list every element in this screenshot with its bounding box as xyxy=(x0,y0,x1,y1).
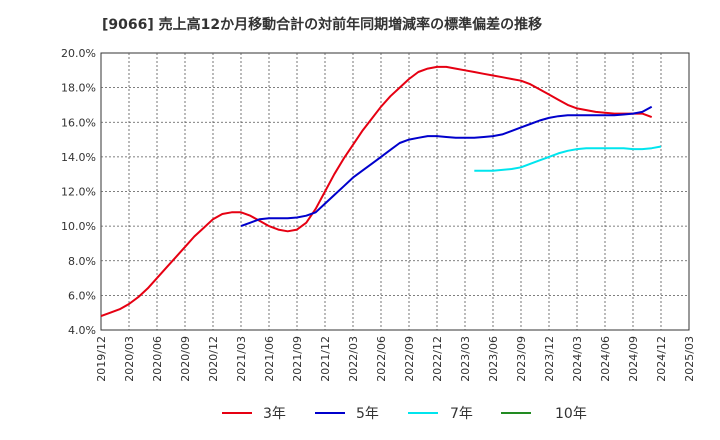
x-tick-label: 2020/09 xyxy=(179,336,192,382)
y-tick-label: 4.0% xyxy=(68,324,96,337)
x-tick-label: 2022/03 xyxy=(347,336,360,382)
y-tick-label: 16.0% xyxy=(61,116,96,129)
x-tick-label: 2025/03 xyxy=(683,336,696,382)
y-tick-label: 6.0% xyxy=(68,289,96,302)
x-tick-label: 2024/09 xyxy=(627,336,640,382)
y-tick-label: 20.0% xyxy=(61,47,96,60)
series-line xyxy=(240,105,653,228)
legend-label: 3年 xyxy=(263,406,286,422)
x-tick-label: 2020/12 xyxy=(207,336,220,382)
x-tick-label: 2023/06 xyxy=(487,336,500,382)
x-tick-label: 2020/03 xyxy=(123,336,136,382)
axes: 4.0% 6.0% 8.0% 10.0% 12.0% 14.0% 16.0% 18.0% 20.… xyxy=(61,47,696,382)
legend: 3年 5年 7年 10年 xyxy=(222,406,587,422)
series-line xyxy=(474,145,662,172)
x-tick-label: 2021/12 xyxy=(319,336,332,382)
x-tick-label: 2024/06 xyxy=(599,336,612,382)
series-line xyxy=(100,65,653,318)
x-tick-label: 2020/06 xyxy=(151,336,164,382)
x-tick-label: 2021/03 xyxy=(235,336,248,382)
x-tick-label: 2022/12 xyxy=(431,336,444,382)
x-tick-label: 2023/12 xyxy=(543,336,556,382)
legend-label: 10年 xyxy=(555,406,587,422)
legend-label: 5年 xyxy=(356,406,379,422)
x-tick-label: 2019/12 xyxy=(95,336,108,382)
y-tick-label: 14.0% xyxy=(61,151,96,164)
y-tick-label: 8.0% xyxy=(68,255,96,268)
legend-label: 7年 xyxy=(450,406,473,422)
x-tick-label: 2024/03 xyxy=(571,336,584,382)
chart-title: [9066] 売上高12か月移動合計の対前年同期増減率の標準偏差の推移 xyxy=(102,17,543,33)
x-tick-label: 2021/09 xyxy=(291,336,304,382)
x-tick-label: 2021/06 xyxy=(263,336,276,382)
y-tick-label: 12.0% xyxy=(61,186,96,199)
x-tick-label: 2024/12 xyxy=(655,336,668,382)
x-tick-label: 2022/06 xyxy=(375,336,388,382)
x-tick-label: 2023/03 xyxy=(459,336,472,382)
x-tick-label: 2022/09 xyxy=(403,336,416,382)
y-tick-label: 10.0% xyxy=(61,220,96,233)
x-tick-label: 2023/09 xyxy=(515,336,528,382)
grid xyxy=(100,52,690,331)
y-tick-label: 18.0% xyxy=(61,82,96,95)
series-lines xyxy=(100,65,662,318)
